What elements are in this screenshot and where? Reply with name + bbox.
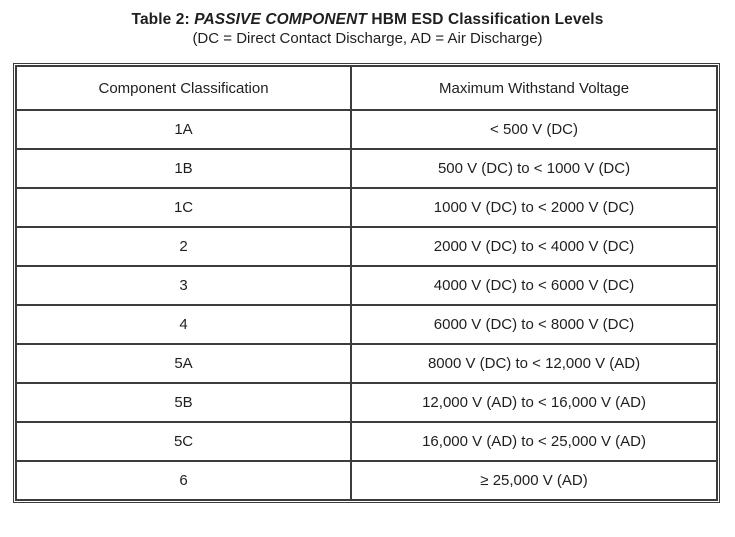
table-title-emphasis: PASSIVE COMPONENT (194, 11, 367, 28)
classification-cell: 1B (14, 148, 353, 190)
voltage-cell: 6000 V (DC) to < 8000 V (DC) (350, 304, 718, 346)
voltage-cell: < 500 V (DC) (350, 109, 718, 151)
classification-cell: 6 (14, 460, 353, 502)
voltage-cell: ≥ 25,000 V (AD) (350, 460, 718, 502)
document-page: Table 2: PASSIVE COMPONENT HBM ESD Class… (0, 10, 735, 504)
table-row: 2 2000 V (DC) to < 4000 V (DC) (14, 226, 718, 268)
classification-cell: 4 (14, 304, 353, 346)
classification-table: Component Classification Maximum Withsta… (14, 65, 718, 502)
table-body: 1A < 500 V (DC) 1B 500 V (DC) to < 1000 … (14, 109, 718, 502)
voltage-cell: 8000 V (DC) to < 12,000 V (AD) (350, 343, 718, 385)
table-row: 1C 1000 V (DC) to < 2000 V (DC) (14, 187, 718, 229)
classification-cell: 5A (14, 343, 353, 385)
table-row: 5C 16,000 V (AD) to < 25,000 V (AD) (14, 421, 718, 463)
table-row: 6 ≥ 25,000 V (AD) (14, 460, 718, 502)
header-row: Component Classification Maximum Withsta… (14, 65, 718, 112)
table-row: 5A 8000 V (DC) to < 12,000 V (AD) (14, 343, 718, 385)
voltage-cell: 2000 V (DC) to < 4000 V (DC) (350, 226, 718, 268)
table-header: Component Classification Maximum Withsta… (14, 65, 718, 112)
voltage-cell: 12,000 V (AD) to < 16,000 V (AD) (350, 382, 718, 424)
table-title: Table 2: PASSIVE COMPONENT HBM ESD Class… (0, 10, 735, 29)
classification-cell: 1C (14, 187, 353, 229)
classification-cell: 5B (14, 382, 353, 424)
table-row: 4 6000 V (DC) to < 8000 V (DC) (14, 304, 718, 346)
table-title-suffix: HBM ESD Classification Levels (367, 11, 604, 28)
table-row: 1A < 500 V (DC) (14, 109, 718, 151)
classification-cell: 5C (14, 421, 353, 463)
table-caption: Table 2: PASSIVE COMPONENT HBM ESD Class… (0, 10, 735, 49)
table-row: 1B 500 V (DC) to < 1000 V (DC) (14, 148, 718, 190)
voltage-cell: 16,000 V (AD) to < 25,000 V (AD) (350, 421, 718, 463)
voltage-cell: 500 V (DC) to < 1000 V (DC) (350, 148, 718, 190)
table-row: 3 4000 V (DC) to < 6000 V (DC) (14, 265, 718, 307)
column-header-voltage: Maximum Withstand Voltage (350, 65, 718, 112)
classification-cell: 2 (14, 226, 353, 268)
classification-cell: 1A (14, 109, 353, 151)
voltage-cell: 4000 V (DC) to < 6000 V (DC) (350, 265, 718, 307)
classification-table-frame: Component Classification Maximum Withsta… (13, 63, 720, 504)
classification-cell: 3 (14, 265, 353, 307)
voltage-cell: 1000 V (DC) to < 2000 V (DC) (350, 187, 718, 229)
table-row: 5B 12,000 V (AD) to < 16,000 V (AD) (14, 382, 718, 424)
column-header-classification: Component Classification (14, 65, 353, 112)
table-title-prefix: Table 2: (131, 11, 195, 28)
table-subtitle: (DC = Direct Contact Discharge, AD = Air… (192, 30, 543, 48)
